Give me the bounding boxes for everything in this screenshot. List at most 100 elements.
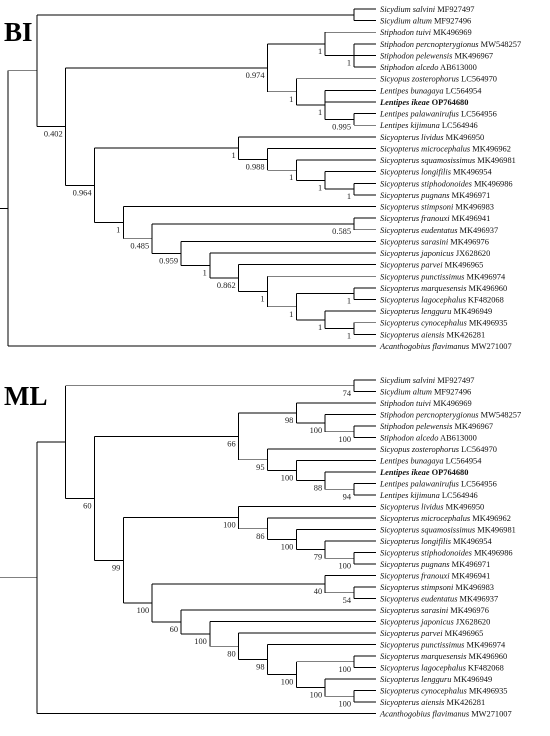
node-support-value: 0.995 [332,122,351,131]
bi-panel-label: BI [4,17,33,47]
node-support-value: 1 [289,95,293,104]
taxon-label: Sicyopus zosterophorus LC564970 [380,75,497,84]
node-support-value: 1 [318,323,322,332]
node-support-value: 100 [281,678,294,687]
taxon-label: Sicydium salvini MF927497 [380,5,474,14]
node-support-value: 100 [338,699,351,708]
node-support-value: 60 [170,625,178,634]
node-support-value: 0.964 [73,188,93,197]
taxon-label: Stiphodon alcedo AB613000 [380,434,477,443]
node-support-value: 1 [347,297,351,306]
taxon-label: Sicyopterus parvei MK496965 [380,629,483,638]
ml-panel: ML 74 100 100 98 94 88 100 95 66 100 79 100 86 100 54 4… [0,376,521,719]
node-support-value: 1 [347,58,351,67]
node-support-value: 98 [256,663,264,672]
taxon-label: Stiphodon percnopterygionus MW548257 [380,40,521,49]
taxon-label: Sicyopterus pugnans MK496971 [380,191,490,200]
taxon-label: Stiphodon tuivi MK496969 [380,399,472,408]
taxon-label: Lentipes bunagaya LC564954 [379,86,482,95]
node-support-value: 74 [343,389,352,398]
node-support-value: 1 [318,183,322,192]
taxon-label: Lentipes kijimuna LC564946 [379,491,478,500]
node-support-value: 100 [338,665,351,674]
node-support-value: 60 [83,501,91,510]
taxon-label: Acanthogobius flavimanus MW271007 [379,710,512,719]
node-support-value: 100 [281,474,294,483]
node-support-value: 1 [260,295,264,304]
node-support-value: 0.974 [246,71,266,80]
node-support-value: 1 [347,192,351,201]
node-support-value: 54 [343,596,352,605]
taxon-label: Lentipes bunagaya LC564954 [379,457,482,466]
node-support-value: 0.402 [44,130,63,139]
node-support-value: 88 [314,484,322,493]
taxon-label: Sicyopterus eudentatus MK496937 [380,595,498,604]
taxon-label: Sicyopterus lividus MK496950 [380,503,484,512]
taxon-label: Sicydium salvini MF927497 [380,376,474,385]
ml-panel-label: ML [4,381,48,411]
taxon-label: Stiphodon percnopterygionus MW548257 [380,411,521,420]
taxon-label: Sicyopterus stimpsoni MK496983 [380,203,494,212]
taxon-label: Sicyopterus lagocephalus KF482068 [380,296,504,305]
taxon-label: Sicyopterus longifilis MK496954 [380,537,492,546]
taxon-label: Sicyopterus lengguru MK496949 [380,675,492,684]
taxon-label: Sicyopterus aiensis MK426281 [380,330,485,339]
node-support-value: 1 [289,173,293,182]
taxon-label: Lentipes palawanirufus LC564956 [379,480,497,489]
taxon-label: Sicyopterus aiensis MK426281 [380,698,485,707]
taxon-label: Sicyopterus pugnans MK496971 [380,560,490,569]
node-support-value: 1 [318,47,322,56]
taxon-label: Sicyopterus stimpsoni MK496983 [380,583,494,592]
node-support-value: 100 [338,435,351,444]
taxon-label: Sicyopterus punctissimus MK496974 [380,641,506,650]
node-support-value: 100 [281,543,294,552]
taxon-label: Sicyopterus sarasini MK496976 [380,606,489,615]
bi-tree: 1 1 0.995 1 1 0.974 1 1 1 0.988 1 0.585 1 1 1 1 1 0.862 1 0… [0,5,521,351]
taxon-label: Sicyopterus squamosissimus MK496981 [380,156,516,165]
taxon-label: Lentipes palawanirufus LC564956 [379,110,497,119]
taxon-label: Sicyopterus cynocephalus MK496935 [380,319,507,328]
taxon-label: Sicyopterus microcephalus MK496962 [380,144,511,153]
node-support-value: 1 [318,108,322,117]
taxon-label: Sicyopterus japonicus JX628620 [380,618,490,627]
taxon-label: Sicyopterus franouxi MK496941 [380,572,490,581]
taxon-label: Stiphodon alcedo AB613000 [380,63,477,72]
taxon-label: Sicyopterus parvei MK496965 [380,261,483,270]
node-support-value: 79 [314,553,322,562]
bi-panel: BI 1 1 0.995 1 1 0.974 1 1 1 0.988 1 0.585 1 1 1 1 1 0.86… [0,5,521,351]
node-support-value: 86 [256,532,264,541]
taxon-label: Sicyopterus squamosissimus MK496981 [380,526,516,535]
taxon-label: Sicyopterus marquesensis MK496960 [380,652,507,661]
taxon-label: Sicyopterus stiphodonoides MK496986 [380,549,513,558]
taxon-label: Sicyopterus microcephalus MK496962 [380,514,511,523]
taxon-label: Sicyopterus eudentatus MK496937 [380,226,498,235]
taxon-label: Lentipes kijimuna LC564946 [379,121,478,130]
taxon-label: Stiphodon pelewensis MK496967 [380,51,493,60]
node-support-value: 100 [194,637,207,646]
taxon-label: Sicydium altum MF927496 [380,17,471,26]
node-support-value: 1 [231,151,235,160]
node-support-value: 95 [256,463,264,472]
taxon-label: Acanthogobius flavimanus MW271007 [379,342,512,351]
node-support-value: 0.485 [130,242,149,251]
taxon-label: Lentipes ikeae OP764680 [379,98,468,107]
node-support-value: 1 [116,226,120,235]
node-support-value: 0.959 [159,256,178,265]
node-support-value: 98 [285,416,293,425]
node-support-value: 99 [112,563,120,572]
node-support-value: 100 [137,606,150,615]
taxon-label: Sicyopterus lagocephalus KF482068 [380,664,504,673]
taxon-label: Sicyopterus punctissimus MK496974 [380,272,506,281]
taxon-label: Sicyopterus marquesensis MK496960 [380,284,507,293]
node-support-value: 100 [310,691,323,700]
node-support-value: 1 [347,332,351,341]
node-support-value: 0.862 [217,281,236,290]
node-support-value: 80 [227,649,235,658]
node-support-value: 100 [338,561,351,570]
taxon-label: Sicyopterus longifilis MK496954 [380,168,492,177]
node-support-value: 1 [289,310,293,319]
taxon-label: Sicyopterus franouxi MK496941 [380,214,490,223]
taxon-label: Stiphodon pelewensis MK496967 [380,422,493,431]
node-support-value: 0.988 [246,162,265,171]
